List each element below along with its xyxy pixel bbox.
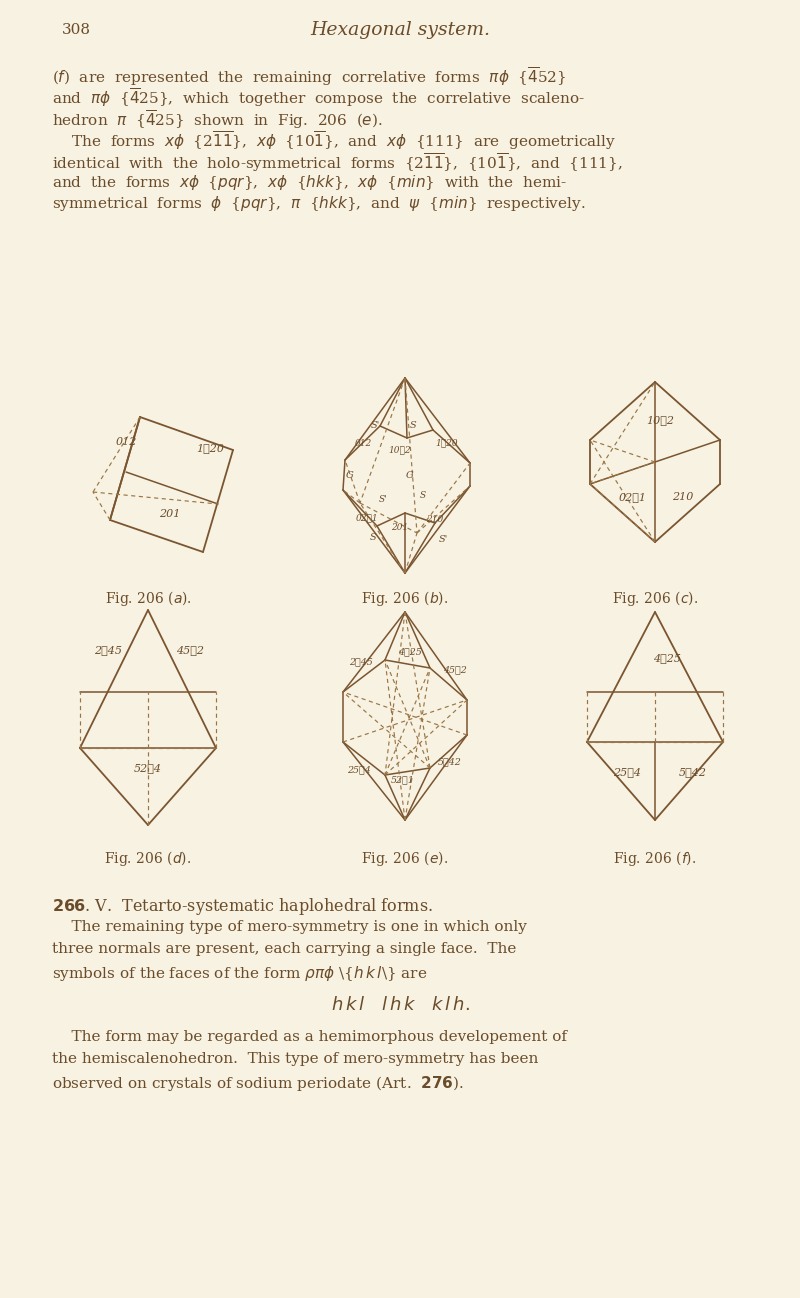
Text: Fig. 206 ($a$).: Fig. 206 ($a$). xyxy=(105,588,191,607)
Text: G: G xyxy=(406,471,414,480)
Text: 4͒25: 4͒25 xyxy=(398,648,422,657)
Text: 012: 012 xyxy=(354,439,372,448)
Text: The  forms  $x\phi$  {2$\overline{1}\overline{1}$},  $x\phi$  {10$\overline{1}$}: The forms $x\phi$ {2$\overline{1}\overli… xyxy=(52,130,616,152)
Text: S: S xyxy=(420,492,426,501)
Text: 45͒2: 45͒2 xyxy=(176,645,204,655)
Text: G: G xyxy=(346,471,354,480)
Text: S: S xyxy=(410,422,416,431)
Text: symmetrical  forms  $\phi$  {$pqr$},  $\pi$  {$hkk$},  and  $\psi$  {$min$}  res: symmetrical forms $\phi$ {$pqr$}, $\pi$ … xyxy=(52,193,586,213)
Text: S': S' xyxy=(370,422,380,431)
Text: the hemiscalenohedron.  This type of mero-symmetry has been: the hemiscalenohedron. This type of mero… xyxy=(52,1051,538,1066)
Text: S': S' xyxy=(438,536,448,544)
Text: 201: 201 xyxy=(391,523,409,532)
Text: and  the  forms  $x\phi$  {$pqr$},  $x\phi$  {$hkk$},  $x\phi$  {$min$}  with  t: and the forms $x\phi$ {$pqr$}, $x\phi$ {… xyxy=(52,173,567,192)
Text: 210: 210 xyxy=(672,492,694,502)
Text: 2͒45: 2͒45 xyxy=(94,645,122,655)
Text: $\mathbf{266}$. V.  Tetarto-systematic haplohedral forms.: $\mathbf{266}$. V. Tetarto-systematic ha… xyxy=(52,896,433,916)
Text: 52͒1: 52͒1 xyxy=(391,775,415,784)
Text: Fig. 206 ($c$).: Fig. 206 ($c$). xyxy=(612,588,698,607)
Text: hedron  $\pi$  {$\overline{4}$25}  shown  in  Fig.  206  ($e$).: hedron $\pi$ {$\overline{4}$25} shown in… xyxy=(52,108,382,131)
Text: 02͒1: 02͒1 xyxy=(619,492,647,502)
Text: 25͒4: 25͒4 xyxy=(613,767,641,778)
Text: 10͒2: 10͒2 xyxy=(389,445,411,454)
Text: The form may be regarded as a hemimorphous developement of: The form may be regarded as a hemimorpho… xyxy=(52,1031,567,1044)
Text: Fig. 206 ($d$).: Fig. 206 ($d$). xyxy=(104,849,192,867)
Text: and  $\pi\phi$  {$\overline{4}$25},  which  together  compose  the  correlative : and $\pi\phi$ {$\overline{4}$25}, which … xyxy=(52,87,585,109)
Text: 5͒42: 5͒42 xyxy=(679,767,707,778)
Text: 1͒20: 1͒20 xyxy=(436,439,458,448)
Text: Fig. 206 ($f$).: Fig. 206 ($f$). xyxy=(614,849,697,867)
Text: Fig. 206 ($e$).: Fig. 206 ($e$). xyxy=(362,849,449,867)
Text: 4͒25: 4͒25 xyxy=(653,653,681,663)
Text: The remaining type of mero-symmetry is one in which only: The remaining type of mero-symmetry is o… xyxy=(52,920,527,935)
Text: 308: 308 xyxy=(62,23,91,38)
Text: 201: 201 xyxy=(159,509,181,519)
Text: 1͒20: 1͒20 xyxy=(196,443,224,453)
Text: identical  with  the  holo-symmetrical  forms  {2$\overline{1}\overline{1}$},  {: identical with the holo-symmetrical form… xyxy=(52,151,622,174)
Text: Fig. 206 ($b$).: Fig. 206 ($b$). xyxy=(362,588,449,607)
Text: ($f$)  are  represented  the  remaining  correlative  forms  $\pi\phi$  {$\overl: ($f$) are represented the remaining corr… xyxy=(52,65,566,88)
Text: 52͒4: 52͒4 xyxy=(134,763,162,774)
Text: S: S xyxy=(370,533,376,543)
Text: 2͒45: 2͒45 xyxy=(349,658,373,666)
Text: 25͒4: 25͒4 xyxy=(347,766,371,775)
Text: 10͒2: 10͒2 xyxy=(646,415,674,424)
Text: Hexagonal system.: Hexagonal system. xyxy=(310,21,490,39)
Text: three normals are present, each carrying a single face.  The: three normals are present, each carrying… xyxy=(52,942,516,957)
Text: 02͒1: 02͒1 xyxy=(356,514,378,523)
Text: 5͒42: 5͒42 xyxy=(438,758,462,767)
Text: $h\,k\,l\quad l\,h\,k\quad k\,l\,h.$: $h\,k\,l\quad l\,h\,k\quad k\,l\,h.$ xyxy=(330,996,470,1014)
Text: 45͒2: 45͒2 xyxy=(443,666,467,675)
Text: observed on crystals of sodium periodate (Art.  $\mathbf{276}$).: observed on crystals of sodium periodate… xyxy=(52,1073,464,1093)
Text: 012̇: 012̇ xyxy=(115,437,137,447)
Text: 210: 210 xyxy=(426,515,444,524)
Text: symbols of the faces of the form $\rho\pi\phi$ \{$h\,k\,l$\} are: symbols of the faces of the form $\rho\p… xyxy=(52,964,427,983)
Text: S': S' xyxy=(378,496,387,505)
